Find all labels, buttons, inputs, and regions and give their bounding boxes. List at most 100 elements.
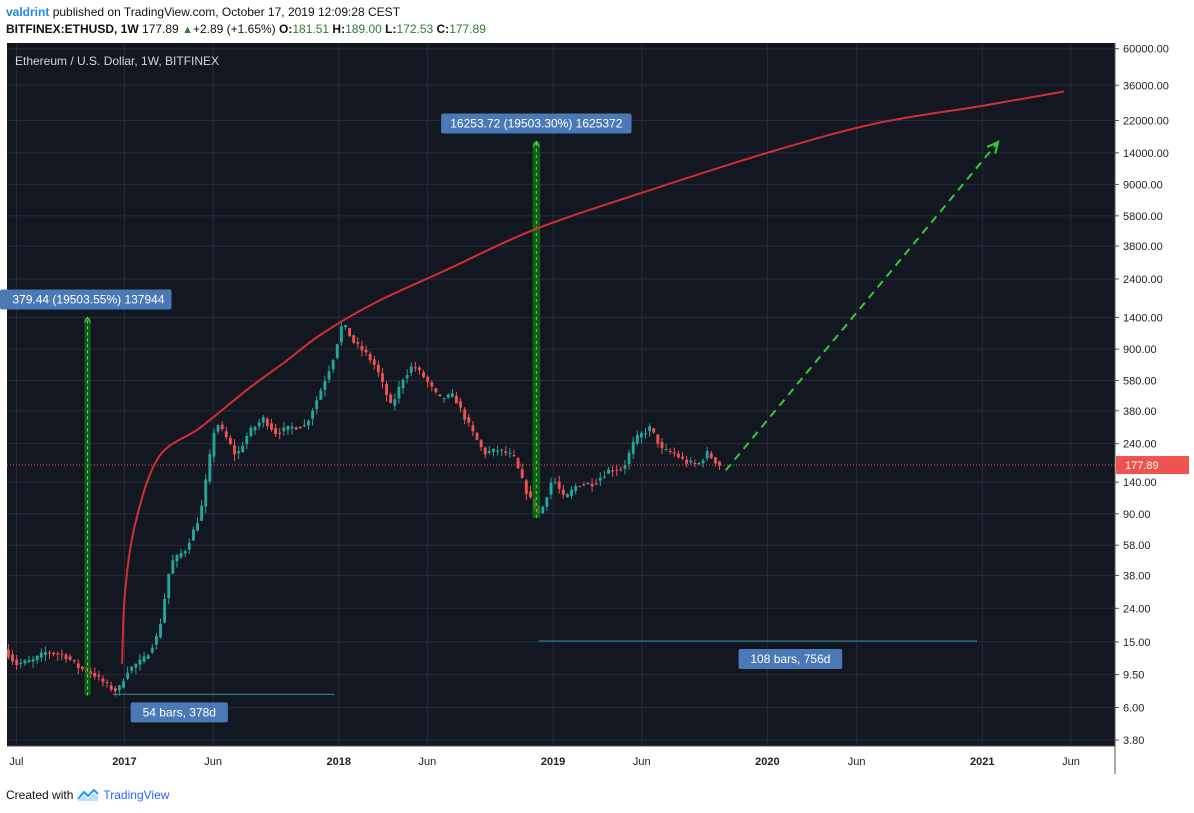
candle-body [438,394,442,397]
candle-body [134,664,138,668]
y-tick-label: 1400.00 [1123,312,1163,324]
candle-body [389,394,393,403]
candle-body [619,469,623,471]
candle-body [413,367,417,369]
plot-area [7,43,1115,746]
candle-body [344,325,347,328]
projection-arrowhead [986,140,1000,154]
last-value: 177.89 [142,22,179,36]
candle-body [298,426,302,429]
candle-body [397,386,401,399]
candle-body [422,372,426,378]
candle-body [253,426,257,431]
candle-body [549,482,553,495]
price-chart[interactable]: 60000.00 36000.00 22000.00 14000.00 9000.00 5… [0,40,1194,780]
candle-body [434,388,438,393]
candle-body [27,660,31,663]
candle-body [311,410,315,419]
candle-body [130,666,134,671]
close-label: C: [436,22,450,36]
open-label: O: [279,22,293,36]
y-tick-label: 38.00 [1123,570,1151,582]
x-tick-label: Jun [633,756,651,768]
candle-body [709,453,713,459]
x-tick-label: Jun [419,756,437,768]
candle-body [574,485,578,492]
candle-body [381,373,384,382]
y-tick-label: 140.00 [1123,477,1157,489]
candle-body [290,426,294,429]
candle-body [270,423,273,430]
candle-body [418,367,421,371]
candle-body [393,399,397,406]
candle-body [607,469,610,474]
candle-body [31,659,35,662]
price-range-arrowhead [532,140,540,147]
candle-body [278,432,282,434]
candle-body [496,450,499,452]
price-axis [1115,43,1190,746]
y-tick-label: 60000.00 [1123,44,1169,56]
y-tick-label: 3.80 [1123,735,1144,747]
candle-body [672,452,676,454]
candle-body [631,441,635,454]
y-tick-label: 36000.00 [1123,80,1169,92]
candle-body [11,654,14,662]
candle-body [644,433,647,435]
candle-body [639,433,643,438]
candle-body [455,395,458,404]
y-tick-label: 24.00 [1123,603,1151,615]
date-range-label-bg [130,702,228,723]
candle-body [105,681,109,683]
candle-body [179,553,183,558]
candle-body [216,425,220,432]
change-value: +2.89 (+1.65%) [192,22,276,36]
candle-body [541,506,545,514]
candle-body [479,440,483,448]
candle-body [212,433,216,457]
candle-body [39,652,43,658]
tradingview-link[interactable]: TradingView [103,788,170,802]
candle-body [167,573,171,599]
candle-body [594,483,598,485]
price-range-label: 16253.72 (19503.30%) 1625372 [450,116,622,130]
candle-body [627,452,631,464]
price-range-arrowhead [84,316,91,323]
candle-body [557,481,561,489]
open-value: 181.51 [292,22,330,36]
x-tick-label: Jun [1062,756,1080,768]
author-name[interactable]: valdrint [6,5,50,19]
candle-body [676,453,680,458]
candle-body [405,375,409,379]
candle-body [327,371,331,380]
footer: Created with TradingView [6,788,169,802]
candle-body [101,678,105,682]
candle-body [446,394,450,398]
y-tick-label: 380.00 [1123,406,1157,418]
price-range-label-bg [441,113,632,134]
x-tick-label: 2017 [112,756,136,768]
y-tick-label: 15.00 [1123,637,1151,649]
candle-body [261,417,265,423]
candle-body [339,326,343,343]
y-tick-label: 3800.00 [1123,241,1163,253]
candle-body [545,497,549,507]
candle-body [122,681,125,688]
candle-body [200,505,204,521]
candle-body [376,364,380,373]
candle-body [487,451,491,453]
candle-body [664,448,668,450]
candle-body [241,445,245,453]
candle-body [68,656,72,660]
candle-body [409,366,413,373]
low-label: L: [385,22,397,36]
candle-body [237,451,241,454]
y-tick-label: 90.00 [1123,509,1151,521]
last-price-label: 177.89 [1125,460,1159,472]
candle-body [561,489,565,495]
high-label: H: [332,22,346,36]
candle-body [323,381,327,390]
candle-body [183,551,187,554]
candle-body [504,451,508,454]
growth-curve [121,90,1065,665]
